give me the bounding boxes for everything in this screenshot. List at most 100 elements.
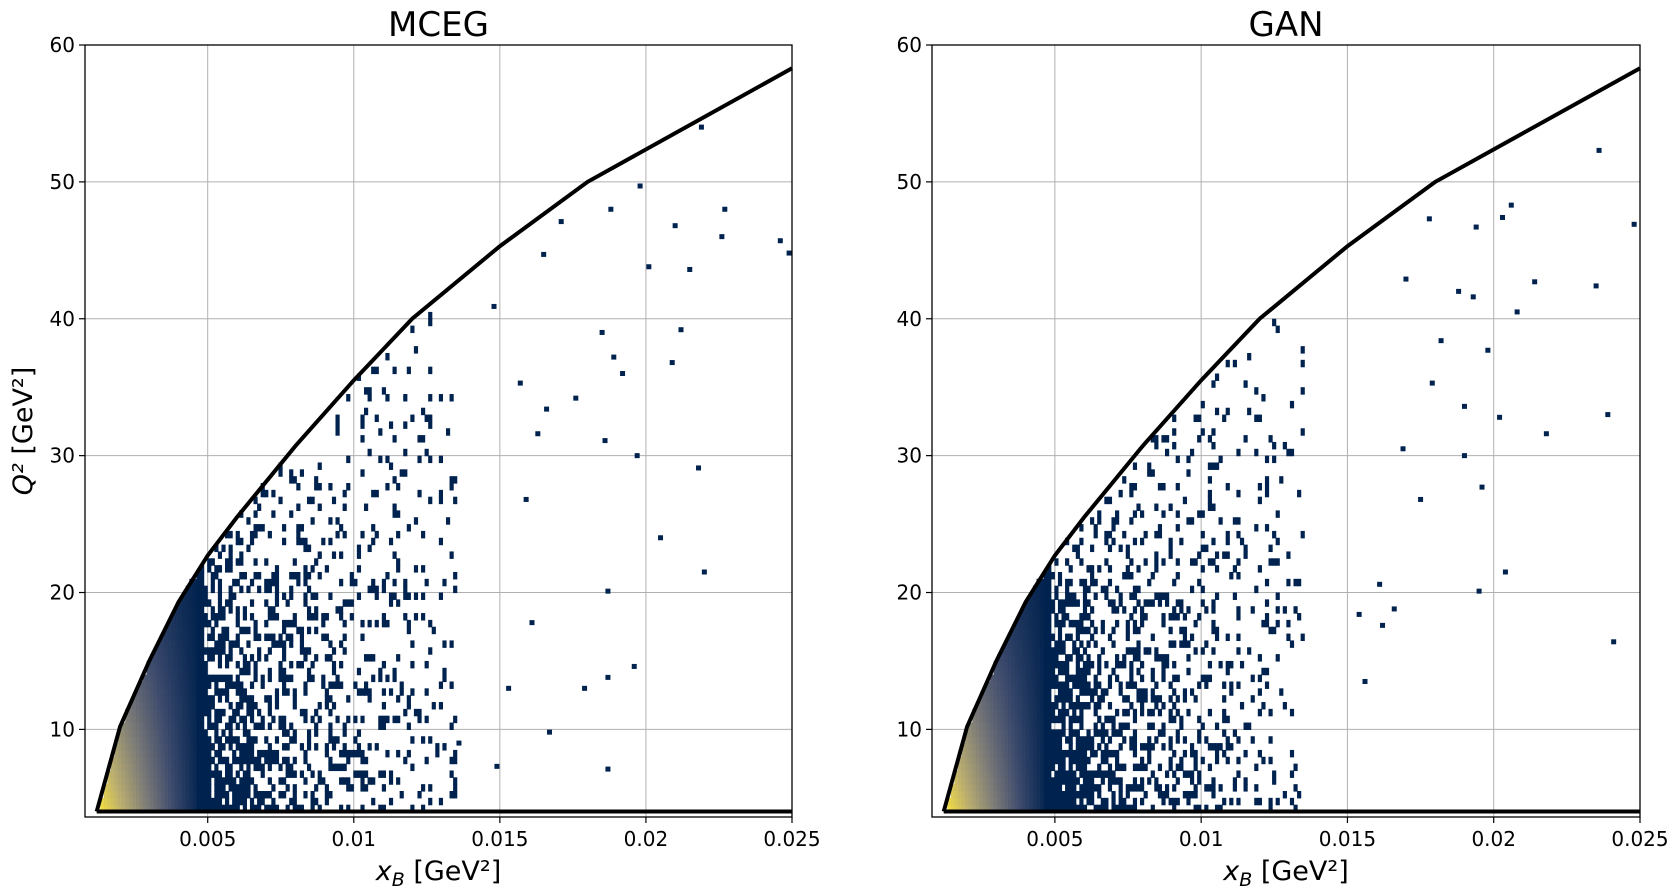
- sparse-bin: [786, 250, 792, 256]
- heatmap-bin: [317, 777, 322, 785]
- heatmap-bin: [364, 784, 369, 792]
- heatmap-bin: [1018, 722, 1023, 730]
- heatmap-bin: [1072, 619, 1077, 628]
- heatmap-bin: [207, 743, 212, 751]
- heatmap-bin: [175, 749, 180, 758]
- heatmap-bin: [203, 756, 208, 765]
- heatmap-bin: [160, 736, 166, 744]
- heatmap-bin: [282, 790, 287, 799]
- sparse-bin: [1377, 581, 1383, 587]
- heatmap-bin: [453, 749, 458, 758]
- heatmap-bin: [1204, 784, 1209, 792]
- heatmap-bin: [1104, 688, 1109, 696]
- heatmap-bin: [175, 688, 180, 696]
- heatmap-bin: [289, 736, 294, 744]
- heatmap-bin: [1007, 763, 1013, 772]
- heatmap-bin: [167, 777, 173, 785]
- heatmap-bin: [982, 688, 988, 696]
- sparse-bin: [517, 380, 523, 386]
- heatmap-bin: [324, 565, 329, 573]
- heatmap-bin: [1211, 537, 1216, 546]
- heatmap-bin: [399, 790, 404, 799]
- heatmap-bin: [1029, 688, 1034, 696]
- heatmap-bin: [1107, 530, 1113, 539]
- heatmap-bin: [396, 749, 401, 758]
- heatmap-bin: [360, 770, 365, 778]
- heatmap-bin: [160, 647, 166, 655]
- y-tick-label: 60: [897, 33, 922, 57]
- heatmap-bin: [975, 715, 980, 724]
- heatmap-bin: [1011, 660, 1016, 669]
- heatmap-bin: [1132, 729, 1138, 737]
- heatmap-bin: [1200, 565, 1205, 573]
- heatmap-bin: [224, 695, 230, 703]
- heatmap-bin: [214, 722, 219, 730]
- heatmap-bin: [210, 585, 215, 594]
- heatmap-bin: [328, 729, 333, 737]
- heatmap-bin: [1207, 763, 1212, 772]
- heatmap-bin: [1197, 804, 1202, 813]
- heatmap-bin: [1043, 674, 1048, 683]
- heatmap-bin: [1161, 729, 1166, 737]
- sparse-bin: [1456, 288, 1462, 294]
- heatmap-bin: [1086, 626, 1091, 635]
- heatmap-bin: [1025, 729, 1030, 737]
- heatmap-bin: [182, 695, 187, 703]
- heatmap-bin: [1140, 763, 1145, 772]
- heatmap-bin: [196, 592, 201, 600]
- heatmap-bin: [990, 777, 995, 785]
- heatmap-bin: [175, 729, 180, 737]
- heatmap-bin: [364, 688, 369, 696]
- heatmap-bin: [257, 804, 262, 813]
- heatmap-bin: [1115, 510, 1120, 518]
- heatmap-bin: [1086, 743, 1091, 751]
- upper-boundary-line: [941, 66, 1641, 813]
- heatmap-bin: [1111, 722, 1116, 730]
- heatmap-bin: [1193, 414, 1198, 423]
- heatmap-bin: [1090, 660, 1095, 669]
- heatmap-bin: [1057, 681, 1063, 689]
- heatmap-bin: [185, 626, 190, 635]
- heatmap-bin: [1004, 660, 1009, 669]
- heatmap-bin: [1111, 606, 1116, 614]
- heatmap-bin: [986, 749, 991, 758]
- heatmap-bin: [132, 722, 137, 730]
- heatmap-bin: [972, 770, 977, 778]
- heatmap-bin: [1211, 790, 1216, 799]
- heatmap-bin: [392, 592, 397, 600]
- sparse-bin: [541, 251, 547, 257]
- heatmap-bin: [438, 496, 444, 505]
- heatmap-bin: [185, 708, 190, 717]
- heatmap-bin: [1040, 763, 1045, 772]
- heatmap-bin: [189, 633, 194, 642]
- heatmap-bin: [207, 647, 212, 655]
- heatmap-bin: [331, 660, 337, 669]
- heatmap-bin: [1275, 619, 1280, 628]
- heatmap-bin: [164, 660, 169, 669]
- heatmap-bin: [1132, 784, 1138, 792]
- heatmap-bin: [192, 736, 198, 744]
- heatmap-bin: [950, 797, 956, 806]
- heatmap-bin: [1007, 743, 1013, 751]
- density-heatmap: [100, 311, 458, 813]
- heatmap-bin: [1029, 729, 1034, 737]
- heatmap-bin: [1175, 674, 1180, 683]
- x-tick-labels: 0.005 0.01 0.015 0.02 0.025: [179, 817, 821, 851]
- heatmap-bin: [310, 797, 315, 806]
- heatmap-bin: [221, 613, 226, 621]
- heatmap-bin: [1118, 489, 1123, 498]
- heatmap-bin: [157, 715, 162, 724]
- heatmap-bin: [1093, 708, 1098, 717]
- heatmap-bin: [196, 599, 201, 607]
- heatmap-bin: [1122, 722, 1127, 730]
- heatmap-bin: [150, 756, 155, 765]
- heatmap-bin: [228, 530, 233, 539]
- heatmap-bin: [972, 763, 977, 772]
- heatmap-bin: [1275, 325, 1280, 334]
- heatmap-bin: [1168, 715, 1173, 724]
- heatmap-bin: [196, 763, 201, 772]
- heatmap-bin: [1272, 558, 1277, 566]
- heatmap-bin: [367, 448, 372, 457]
- sparse-bin: [456, 740, 462, 746]
- heatmap-bin: [171, 736, 176, 744]
